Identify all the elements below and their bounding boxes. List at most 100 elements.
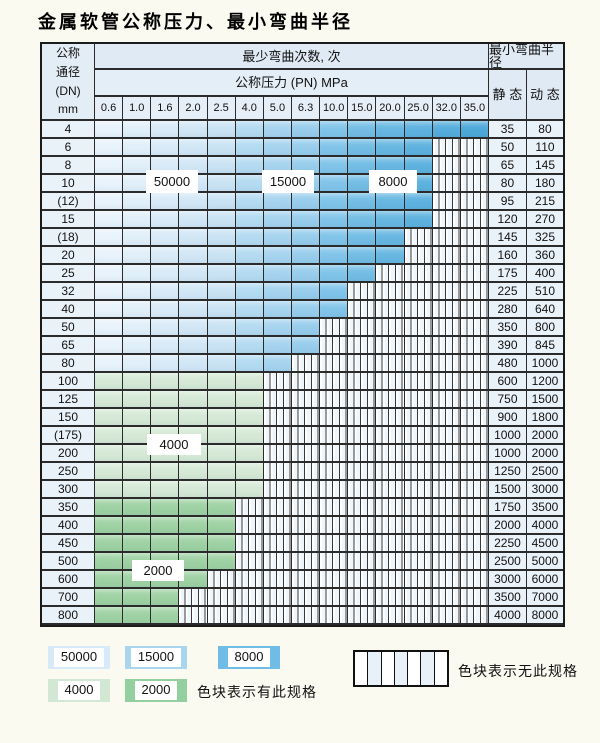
no-spec-cell <box>432 157 460 173</box>
spec-cell <box>207 229 235 245</box>
spec-cell <box>95 229 123 245</box>
no-spec-cell <box>432 175 460 191</box>
dn-value: 15 <box>42 211 94 227</box>
no-spec-cell <box>291 463 320 479</box>
spec-cell <box>151 265 179 281</box>
no-spec-cell <box>376 571 404 587</box>
spec-cell <box>263 337 291 353</box>
spec-cell <box>207 445 235 461</box>
no-spec-cell <box>376 427 404 443</box>
no-spec-cell <box>432 481 460 497</box>
spec-cell <box>151 589 179 605</box>
spec-cell <box>291 121 320 137</box>
static-radius-value: 600 <box>488 373 526 389</box>
spec-cell <box>263 355 291 371</box>
dn-value: 600 <box>42 571 94 587</box>
spec-cell <box>291 139 320 155</box>
legend-has-spec-text: 色块表示有此规格 <box>197 684 317 700</box>
spec-cell <box>320 283 348 299</box>
no-spec-cell <box>263 571 291 587</box>
legend-label-2000: 2000 <box>134 681 178 700</box>
no-spec-cell <box>432 445 460 461</box>
spec-cell <box>95 319 123 335</box>
no-spec-cell <box>320 409 348 425</box>
spec-cell <box>179 283 207 299</box>
no-spec-cell <box>460 355 488 371</box>
no-spec-cell <box>432 211 460 227</box>
spec-cell <box>95 445 123 461</box>
cycle-label-15000: 15000 <box>262 170 314 193</box>
spec-cell <box>235 175 263 191</box>
spec-cell <box>95 247 123 263</box>
no-spec-cell <box>291 373 320 389</box>
spec-cell <box>263 211 291 227</box>
spec-cell <box>151 607 179 623</box>
no-spec-cell <box>460 607 488 623</box>
static-radius-value: 120 <box>488 211 526 227</box>
cycle-label-8000: 8000 <box>369 170 417 193</box>
spec-cell <box>404 157 432 173</box>
spec-cell <box>179 391 207 407</box>
no-spec-cell <box>320 535 348 551</box>
spec-cell <box>348 229 376 245</box>
no-spec-cell <box>376 445 404 461</box>
spec-cell <box>235 445 263 461</box>
dn-value: 65 <box>42 337 94 353</box>
spec-cell <box>235 139 263 155</box>
no-spec-cell <box>320 355 348 371</box>
spec-cell <box>123 445 151 461</box>
spec-cell <box>179 265 207 281</box>
spec-cell <box>151 211 179 227</box>
pressure-col-header: 2.0 <box>179 97 207 119</box>
no-spec-cell <box>460 481 488 497</box>
dynamic-radius-value: 1200 <box>526 373 563 389</box>
no-spec-cell <box>404 589 432 605</box>
spec-cell <box>95 499 123 515</box>
no-spec-cell <box>235 517 263 533</box>
no-spec-cell <box>432 571 460 587</box>
no-spec-cell <box>291 427 320 443</box>
spec-cell <box>235 301 263 317</box>
dn-value: 450 <box>42 535 94 551</box>
spec-cell <box>151 283 179 299</box>
spec-cell <box>291 193 320 209</box>
static-radius-value: 1250 <box>488 463 526 479</box>
header-dn-line: 通径 <box>55 64 80 79</box>
static-radius-value: 900 <box>488 409 526 425</box>
spec-cell <box>95 337 123 353</box>
no-spec-cell <box>348 553 376 569</box>
spec-cell <box>348 121 376 137</box>
no-spec-cell <box>404 571 432 587</box>
dynamic-radius-value: 5000 <box>526 553 563 569</box>
spec-cell <box>291 283 320 299</box>
spec-cell <box>376 211 404 227</box>
spec-cell <box>179 571 207 587</box>
spec-cell <box>235 355 263 371</box>
spec-cell <box>235 121 263 137</box>
no-spec-cell <box>263 427 291 443</box>
spec-cell <box>151 481 179 497</box>
spec-cell <box>291 319 320 335</box>
spec-cell <box>179 139 207 155</box>
no-spec-cell <box>376 463 404 479</box>
no-spec-cell <box>320 553 348 569</box>
spec-cell <box>151 499 179 515</box>
spec-cell <box>460 121 488 137</box>
spec-cell <box>123 481 151 497</box>
spec-cell <box>95 589 123 605</box>
no-spec-cell <box>432 355 460 371</box>
legend-swatch-15000: 15000 <box>125 646 187 669</box>
spec-cell <box>348 139 376 155</box>
no-spec-cell <box>348 337 376 353</box>
dynamic-radius-value: 3500 <box>526 499 563 515</box>
dn-value: 200 <box>42 445 94 461</box>
spec-cell <box>151 517 179 533</box>
legend-swatch-2000: 2000 <box>125 679 187 702</box>
no-spec-cell <box>432 427 460 443</box>
no-spec-cell <box>376 517 404 533</box>
no-spec-cell <box>320 499 348 515</box>
no-spec-cell <box>263 391 291 407</box>
no-spec-cell <box>460 157 488 173</box>
spec-cell <box>179 535 207 551</box>
pressure-col-header: 0.6 <box>95 97 123 119</box>
